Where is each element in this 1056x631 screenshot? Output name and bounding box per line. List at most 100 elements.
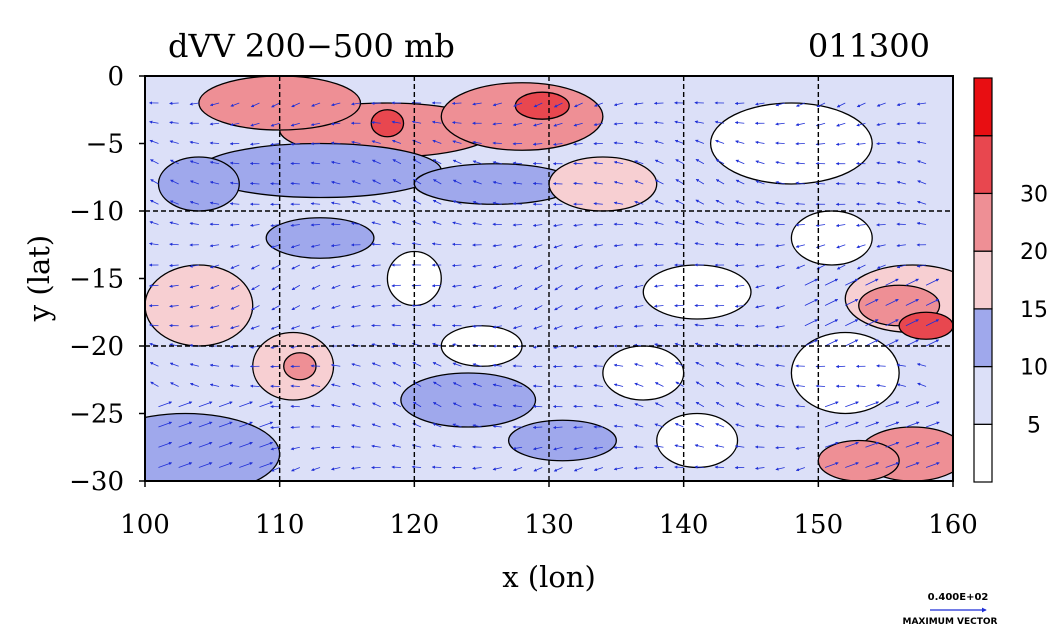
- wind-vector-510: [209, 201, 220, 205]
- wind-vector-473: [250, 223, 260, 227]
- wind-vector-419: [734, 263, 745, 268]
- wind-vector-488: [553, 223, 563, 228]
- wind-vector-198: [209, 363, 220, 367]
- wind-vector-588: [209, 160, 220, 165]
- wind-vector-68: [734, 444, 745, 448]
- wind-vector-731: [734, 101, 745, 105]
- wind-vector-475: [290, 223, 300, 227]
- field-region-25: [709, 102, 873, 185]
- wind-vector-21: [573, 467, 583, 472]
- wind-vector-480: [391, 220, 401, 225]
- wind-vector-464: [856, 244, 866, 249]
- wind-vector-193: [896, 383, 906, 387]
- wind-vector-75: [885, 441, 900, 448]
- wind-vector-88: [351, 424, 361, 428]
- wind-vector-289: [472, 324, 482, 328]
- wind-vector-681: [512, 122, 523, 127]
- wind-vector-420: [755, 264, 765, 268]
- field-region-24: [656, 412, 739, 469]
- wind-vector-578: [795, 181, 805, 185]
- wind-vector-434: [250, 244, 260, 249]
- wind-vector-37: [905, 462, 920, 468]
- wind-vector-76: [905, 441, 920, 448]
- wind-vector-377: [674, 284, 684, 288]
- wind-vector-484: [472, 222, 482, 226]
- wind-vector-399: [331, 264, 341, 269]
- wind-vector-593: [310, 161, 321, 165]
- wind-vector-387: [885, 278, 899, 286]
- wind-vector-351: [148, 284, 159, 288]
- wind-vector-272: [925, 339, 940, 347]
- field-region-9: [440, 82, 604, 151]
- wind-vector-54: [452, 444, 462, 448]
- x-tick-label-110: 110: [255, 510, 305, 540]
- wind-vector-596: [371, 159, 381, 165]
- wind-vector-232: [896, 363, 906, 367]
- y-tick-label-15: −15: [69, 265, 124, 295]
- wind-vector-336: [633, 305, 644, 309]
- wind-vector-690: [694, 120, 704, 124]
- wind-vector-80: [198, 421, 213, 428]
- wind-vector-111: [824, 421, 839, 428]
- wind-vector-651: [694, 139, 705, 144]
- wind-vector-688: [653, 120, 664, 125]
- wind-vector-384: [824, 278, 839, 286]
- wind-vector-267: [824, 339, 839, 347]
- wind-vector-280: [290, 325, 301, 330]
- wind-vector-142: [654, 402, 664, 408]
- wind-vector-144: [695, 401, 705, 408]
- grid-lines: [145, 76, 953, 481]
- wind-vector-724: [593, 102, 604, 107]
- wind-vector-380: [734, 284, 745, 288]
- wind-vector-320: [311, 305, 321, 310]
- wind-vector-424: [836, 264, 846, 270]
- wind-vector-46: [290, 446, 300, 451]
- wind-vector-383: [804, 278, 818, 286]
- wind-vector-299: [674, 323, 684, 327]
- wind-vector-221: [675, 362, 684, 367]
- wind-vector-342: [755, 305, 765, 309]
- wind-vector-428: [916, 264, 927, 268]
- wind-vector-278: [250, 325, 260, 330]
- wind-vector-87: [330, 424, 341, 428]
- wind-vector-576: [755, 180, 765, 185]
- y-tick-label-0: 0: [107, 62, 124, 92]
- wind-vector-381: [755, 284, 765, 289]
- wind-vector-699: [876, 122, 886, 127]
- wind-vector-550: [229, 181, 240, 185]
- wind-vector-589: [229, 161, 240, 165]
- wind-vector-219: [634, 363, 644, 367]
- chart-title-right: 011300: [808, 27, 930, 65]
- wind-vector-139: [593, 404, 603, 408]
- wind-vector-534: [695, 199, 705, 205]
- wind-vector-32: [795, 467, 805, 472]
- wind-vector-205: [351, 363, 361, 367]
- wind-vector-382: [775, 284, 785, 290]
- wind-vector-736: [836, 102, 846, 108]
- wind-vector-72: [824, 441, 839, 448]
- wind-vector-233: [916, 363, 927, 367]
- wind-vector-346: [845, 299, 859, 306]
- wind-vector-562: [472, 180, 482, 185]
- wind-vector-138: [573, 404, 583, 408]
- wind-vector-300: [694, 323, 704, 327]
- wind-vector-331: [533, 305, 543, 311]
- wind-vector-669: [270, 122, 280, 127]
- wind-vector-507: [149, 199, 159, 205]
- wind-vector-170: [432, 381, 442, 387]
- wind-vector-94: [472, 424, 482, 428]
- wind-vector-294: [573, 325, 583, 330]
- wind-vector-73: [845, 441, 859, 448]
- wind-vector-572: [675, 179, 684, 185]
- wind-vector-83: [259, 421, 274, 428]
- wind-vector-93: [452, 423, 462, 428]
- wind-vector-119: [198, 401, 213, 408]
- wind-vector-689: [674, 120, 684, 124]
- wind-vector-276: [209, 325, 220, 329]
- x-axis-ticks: 100 110 120 130 140 150 160: [120, 481, 978, 540]
- wind-vector-348: [885, 299, 899, 306]
- wind-vector-615: [755, 160, 765, 165]
- wind-vector-654: [755, 140, 765, 145]
- wind-vector-599: [432, 159, 442, 165]
- wind-vector-362: [371, 284, 381, 288]
